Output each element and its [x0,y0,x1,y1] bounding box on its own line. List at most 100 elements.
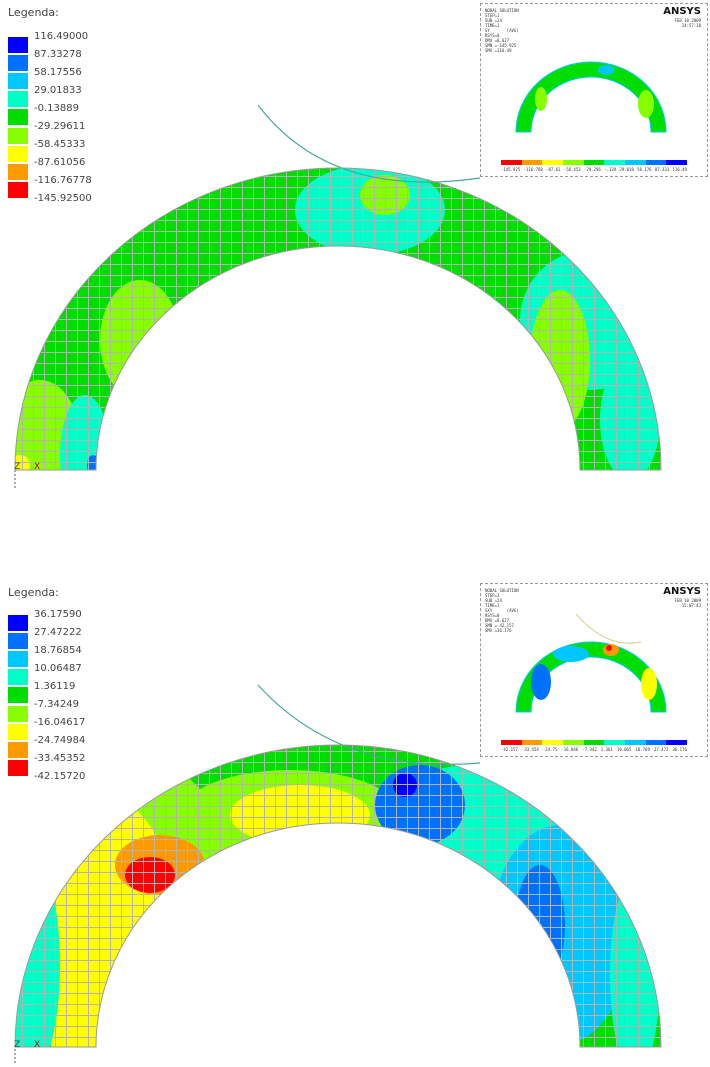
panel-top-stress-plot: Legenda: 116.49000 87.33278 58.17556 29.018… [0,0,710,500]
legend-swatch [8,633,28,650]
inset-tick-label: -29.296 [583,167,601,172]
inset-tick-label: -16.046 [561,747,579,752]
inset-ticks-bottom: -42.157 -33.454 -24.75 -16.046 -7.342 1.361 10… [501,747,687,752]
legend-entry: -0.13889 [8,99,79,126]
axis-label-x-top: X [34,462,41,472]
legend-swatch [8,181,28,198]
inset-tick-label: -87.61 [546,167,561,172]
inset-colorbar-bottom [501,740,688,745]
legend-value: -7.34249 [34,699,79,710]
legend-value: -145.92500 [34,193,92,205]
inset-colorbar-cell [521,160,543,165]
legend-value: -0.13889 [34,102,79,114]
inset-tick-label: 18.769 [635,747,650,752]
legend-value: 18.76854 [34,644,82,656]
inset-colorbar-cell [583,160,605,165]
inset-colorbar-top [501,160,688,165]
inset-colorbar-cell [501,160,522,165]
ansys-logo: ANSYS [663,6,701,17]
inset-ansys-plot-bottom: NODAL SOLUTION STEP=1 SUB =24 TIME=1 SXY… [480,583,708,757]
legend-value: 10.06487 [34,662,82,674]
legend-value: -116.76778 [34,175,92,187]
legend-entry: -16.04617 [8,714,85,740]
legend-value: -29.29611 [34,121,86,132]
legend-value: 87.33278 [34,48,82,60]
inset-title-bottom: NODAL SOLUTION STEP=1 SUB =24 TIME=1 SXY… [485,588,519,633]
inset-colorbar-cell [542,740,564,745]
inset-tick-label: -42.157 [501,747,518,752]
legend-entry: 58.17556 [8,63,82,90]
legend-value: 29.01833 [34,84,82,96]
legend-swatch [8,669,28,686]
legend-swatch [8,769,28,785]
inset-colorbar-cell [645,160,667,165]
inset-tick-label: 58.176 [637,167,652,172]
legend-swatch [8,37,28,53]
inset-tick-label: 27.472 [653,747,669,752]
legend-entry: 29.01833 [8,81,82,108]
legend-value: -87.61056 [34,157,86,169]
inset-tick-label: 29.018 [619,167,634,172]
legend-swatch [8,91,28,108]
legend-entry: 10.06487 [8,659,82,686]
inset-tick-label: -.139 [604,167,617,172]
legend-swatch [8,723,28,740]
legend-swatch [8,109,28,126]
legend-value: -24.74984 [34,735,86,747]
inset-date-top: FEB 10 2009 14:57:10 [674,18,702,28]
inset-colorbar-cell [542,160,564,165]
inset-colorbar-cell [666,740,688,745]
arch-outline [14,744,662,1048]
legend-entry: 18.76854 [8,641,82,668]
legend-value: -58.45333 [34,139,86,151]
legend-swatch [8,705,28,722]
inset-arch-bottom [515,613,667,713]
fem-contour-plot-top [14,104,662,490]
legend-swatch [8,741,28,758]
legend-value: -42.15720 [34,771,86,783]
inset-colorbar-cell [521,740,543,745]
inset-colorbar-cell [666,160,688,165]
inset-tick-label: 36.176 [672,747,687,752]
legend-swatch [8,145,28,162]
legend-entry: 116.49000 [8,27,88,53]
legend-title-top: Legenda: [8,6,59,19]
inset-colorbar-cell [604,160,626,165]
legend-swatch [8,191,28,207]
inset-tick-label: 87.333 [654,167,670,172]
inset-colorbar-cell [625,740,646,745]
inset-colorbar-cell [563,160,584,165]
ansys-logo: ANSYS [663,586,701,597]
legend-entry: 27.47222 [8,623,82,650]
inset-title-top: NODAL SOLUTION STEP=1 SUB =24 TIME=1 SY … [485,8,519,53]
legend-entry: -145.92500 [8,190,92,208]
inset-ticks-top: -145.925 -116.768 -87.61 -58.453 -29.296 -.13… [501,167,687,172]
inset-tick-label: 116.49 [672,167,687,172]
legend-entry: -33.45352 [8,750,86,776]
legend-value: -33.45352 [34,753,86,765]
arch-outline [14,167,662,471]
fem-contour-plot-bottom [14,684,662,1065]
legend-entry: -42.15720 [8,768,85,786]
inset-colorbar-cell [645,740,667,745]
legend-title-bottom: Legenda: [8,586,59,599]
legend-swatch [8,615,28,631]
legend-entry: -7.34249 [8,696,79,722]
legend-swatch [8,73,28,90]
axis-label-z-top: Z [14,462,21,472]
legend-entry: -87.61056 [8,154,86,180]
panel-bottom-stress-plot: Legenda: 36.17590 27.47222 18.76854 10.0648… [0,575,710,1067]
legend-entry: -24.74984 [8,732,86,758]
legend-entry: -116.76778 [8,172,92,198]
contact-curve-bottom [257,684,481,766]
inset-date-bottom: FEB 10 2009 15:07:43 [674,598,702,608]
legend-entry: 36.17590 [8,605,82,631]
inset-tick-label: -58.453 [563,167,581,172]
contact-curve-top [257,104,481,183]
legend-swatch [8,127,28,144]
inset-colorbar-cell [604,740,626,745]
inset-colorbar-cell [625,160,646,165]
axis-label-x-bottom: X [34,1040,41,1050]
inset-arch-top [515,61,667,133]
inset-tick-label: -7.342 [582,747,597,752]
